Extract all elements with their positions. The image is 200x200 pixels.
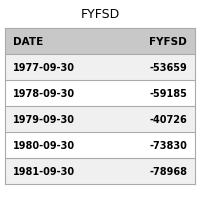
Text: DATE: DATE [13,37,43,47]
Text: -73830: -73830 [149,140,187,150]
Bar [5,29,195,55]
Text: 1980-09-30: 1980-09-30 [13,140,75,150]
Text: 1977-09-30: 1977-09-30 [13,63,75,73]
Text: FYFSD: FYFSD [149,37,187,47]
Bar [5,158,195,184]
Text: 1979-09-30: 1979-09-30 [13,114,75,124]
Text: FYFSD: FYFSD [80,8,120,21]
Text: -53659: -53659 [149,63,187,73]
Bar [5,81,195,106]
Text: -78968: -78968 [149,166,187,176]
Bar [5,106,195,132]
Text: 1981-09-30: 1981-09-30 [13,166,75,176]
Text: 1978-09-30: 1978-09-30 [13,89,75,99]
Text: -59185: -59185 [149,89,187,99]
Bar [5,55,195,81]
Bar [5,132,195,158]
Text: -40726: -40726 [149,114,187,124]
